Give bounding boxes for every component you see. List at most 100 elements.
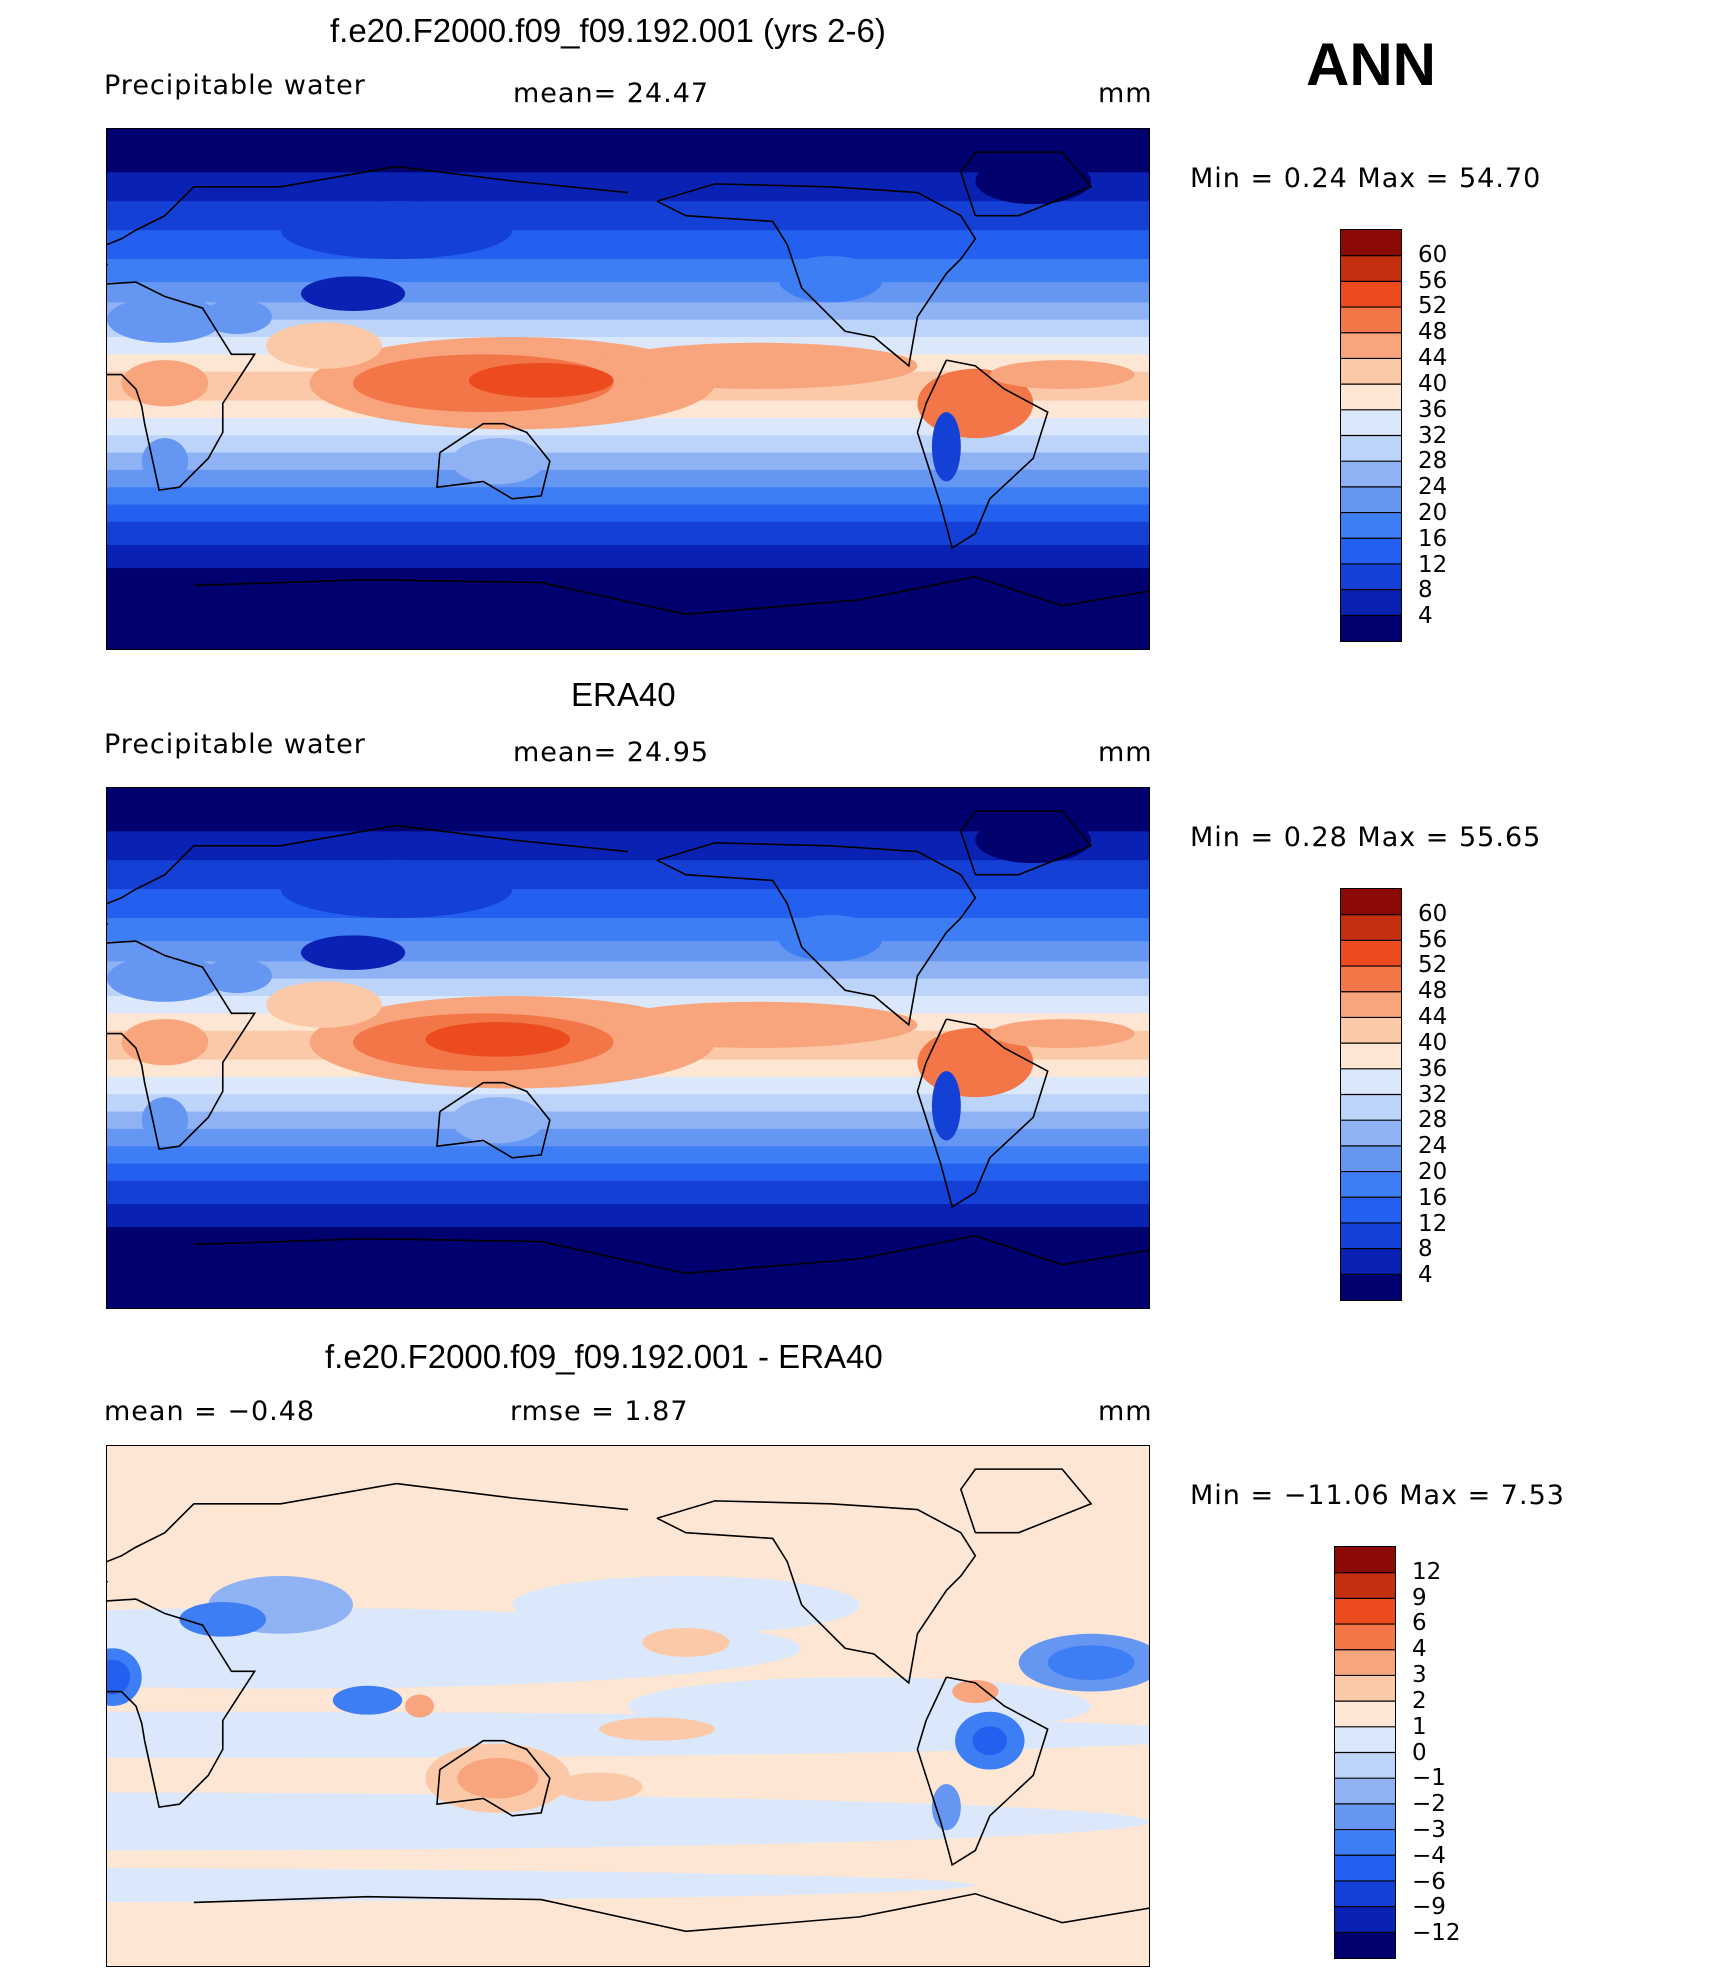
field-contour bbox=[451, 438, 545, 485]
panel3-unit: mm bbox=[1098, 1396, 1153, 1427]
colorbar-tick-label: 2 bbox=[1412, 1687, 1427, 1714]
field-band bbox=[107, 417, 1149, 437]
colorbar-tick-label: 12 bbox=[1418, 1210, 1448, 1237]
field-contour bbox=[599, 1717, 715, 1741]
colorbar-tick-label: 56 bbox=[1418, 926, 1448, 953]
colorbar-tick-label: 60 bbox=[1418, 241, 1448, 268]
coastline bbox=[107, 1598, 257, 1809]
colorbar-tick-label: 32 bbox=[1418, 1081, 1448, 1108]
panel1-unit: mm bbox=[1098, 78, 1153, 109]
field-band bbox=[107, 129, 1149, 174]
colorbar-tick-label: 36 bbox=[1418, 1055, 1448, 1082]
field-band bbox=[107, 1146, 1149, 1165]
colorbar-tick-label: −4 bbox=[1412, 1842, 1446, 1869]
field-contour bbox=[300, 276, 406, 311]
field-contour bbox=[599, 342, 918, 389]
coastline bbox=[916, 359, 1049, 550]
field-contour bbox=[931, 1071, 961, 1141]
field-band bbox=[107, 1204, 1149, 1229]
field-band bbox=[107, 889, 1149, 919]
field-contour bbox=[555, 1772, 643, 1802]
field-contour bbox=[405, 1694, 435, 1718]
colorbar-tick-label: 28 bbox=[1418, 448, 1448, 475]
colorbar-swatch bbox=[1341, 1120, 1401, 1147]
colorbar-tick-label: −9 bbox=[1412, 1894, 1446, 1921]
panel1-title: f.e20.F2000.f09_f09.192.001 (yrs 2-6) bbox=[330, 12, 886, 49]
field-band bbox=[107, 1128, 1149, 1148]
colorbar-swatch bbox=[1335, 1803, 1395, 1831]
colorbar-swatch bbox=[1341, 1068, 1401, 1095]
panel1-mean: mean= 24.47 bbox=[513, 78, 710, 109]
colorbar-swatch bbox=[1335, 1547, 1395, 1574]
colorbar-tick-label: 24 bbox=[1418, 474, 1448, 501]
field-contour bbox=[280, 860, 513, 918]
field-contour bbox=[332, 1685, 403, 1715]
colorbar-tick-label: 16 bbox=[1418, 525, 1448, 552]
colorbar-swatch bbox=[1335, 1675, 1395, 1702]
field-contour bbox=[107, 296, 223, 343]
colorbar-swatch bbox=[1341, 991, 1401, 1018]
colorbar-tick-label: 4 bbox=[1418, 603, 1433, 630]
coastline bbox=[107, 1482, 629, 1583]
field-contour bbox=[266, 981, 382, 1028]
colorbar-swatch bbox=[1341, 384, 1401, 411]
field-contour bbox=[457, 1758, 539, 1799]
coastline bbox=[916, 1018, 1049, 1209]
panel1-map bbox=[106, 128, 1150, 650]
panel1-minmax: Min = 0.24 Max = 54.70 bbox=[1190, 163, 1542, 194]
colorbar-tick-label: 3 bbox=[1412, 1662, 1427, 1689]
field-contour bbox=[599, 1001, 918, 1048]
coastline bbox=[959, 151, 1093, 217]
colorbar-swatch bbox=[1335, 1649, 1395, 1676]
panel2-map bbox=[106, 787, 1150, 1309]
colorbar-swatch bbox=[1341, 889, 1401, 916]
coastline bbox=[916, 1676, 1049, 1867]
colorbar-tick-label: 4 bbox=[1412, 1636, 1427, 1663]
panel2-colorbar bbox=[1340, 888, 1402, 1301]
panel3-colorbar bbox=[1334, 1546, 1396, 1959]
colorbar-tick-label: 52 bbox=[1418, 952, 1448, 979]
coastline bbox=[959, 810, 1093, 876]
colorbar-tick-label: 12 bbox=[1412, 1558, 1442, 1585]
colorbar-svg bbox=[1335, 1547, 1395, 1958]
coastline bbox=[436, 1739, 551, 1817]
colorbar-tick-label: 56 bbox=[1418, 267, 1448, 294]
field-contour bbox=[512, 1576, 860, 1634]
field-contour bbox=[952, 1680, 999, 1704]
field-contour bbox=[280, 201, 513, 259]
field-band bbox=[107, 918, 1149, 943]
field-band bbox=[107, 521, 1149, 546]
colorbar-swatch bbox=[1341, 563, 1401, 591]
field-band bbox=[107, 1163, 1149, 1182]
field-band bbox=[107, 1227, 1149, 1308]
colorbar-swatch bbox=[1341, 1094, 1401, 1121]
colorbar-tick-label: 28 bbox=[1418, 1107, 1448, 1134]
colorbar-swatch bbox=[1335, 1752, 1395, 1779]
colorbar-swatch bbox=[1341, 230, 1401, 257]
panel2-title: ERA40 bbox=[571, 676, 676, 713]
colorbar-swatch bbox=[1341, 281, 1401, 308]
colorbar-swatch bbox=[1341, 589, 1401, 616]
panel3-map bbox=[106, 1445, 1150, 1967]
field-contour bbox=[107, 955, 223, 1002]
field-contour bbox=[107, 1868, 976, 1903]
colorbar-tick-label: 0 bbox=[1412, 1739, 1427, 1766]
field-contour bbox=[107, 1659, 131, 1695]
colorbar-swatch bbox=[1341, 1171, 1401, 1198]
field-band bbox=[107, 788, 1149, 833]
coastline bbox=[193, 1892, 1149, 1933]
colorbar-svg bbox=[1341, 230, 1401, 641]
coastline bbox=[193, 1234, 1149, 1275]
coastline bbox=[656, 183, 977, 368]
field-band bbox=[107, 452, 1149, 471]
panel3-rmse: rmse = 1.87 bbox=[510, 1396, 689, 1427]
colorbar-tick-label: 1 bbox=[1412, 1713, 1427, 1740]
panel2-left-label: Precipitable water bbox=[104, 729, 366, 760]
panel3-minmax: Min = −11.06 Max = 7.53 bbox=[1190, 1480, 1565, 1511]
colorbar-tick-label: −12 bbox=[1412, 1920, 1461, 1947]
colorbar-tick-label: 20 bbox=[1418, 499, 1448, 526]
colorbar-swatch bbox=[1335, 1624, 1395, 1651]
panel2-map-svg bbox=[107, 788, 1149, 1308]
field-contour bbox=[989, 1019, 1135, 1048]
colorbar-swatch bbox=[1335, 1598, 1395, 1625]
